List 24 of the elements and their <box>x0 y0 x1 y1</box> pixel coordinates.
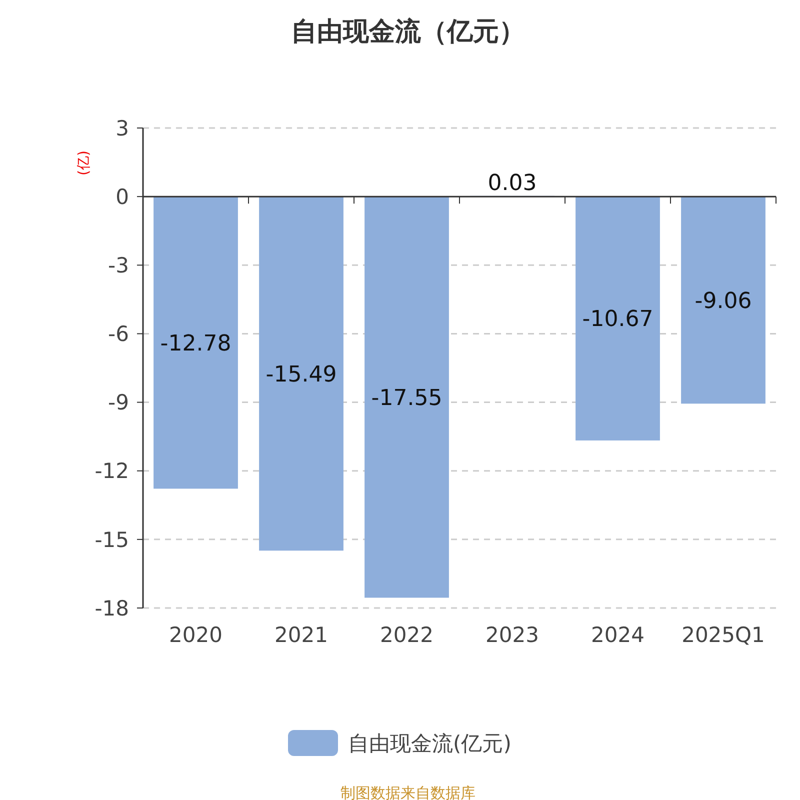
y-axis-title: (亿) <box>76 150 92 176</box>
y-tick-label: 0 <box>116 184 129 209</box>
y-tick-label: -9 <box>108 390 129 415</box>
y-tick-label: -15 <box>94 528 129 552</box>
x-tick-label: 2024 <box>591 623 644 647</box>
x-tick-label: 2020 <box>169 623 222 647</box>
y-tick-label: 3 <box>116 116 129 140</box>
x-tick-label: 2023 <box>486 623 539 647</box>
data-label: -12.78 <box>160 331 232 356</box>
data-label: -9.06 <box>694 288 752 314</box>
text: 制图数据来自数据库 <box>340 784 476 800</box>
chart-title: 自由现金流（亿元） <box>291 17 525 47</box>
y-tick-label: -6 <box>108 322 129 346</box>
x-tick-label: 2022 <box>380 623 434 647</box>
data-label: -17.55 <box>371 386 442 411</box>
x-tick-label: 2025Q1 <box>682 623 765 647</box>
data-label: -10.67 <box>582 307 654 332</box>
data-label: 0.03 <box>488 170 537 196</box>
legend-label: 自由现金流(亿元) <box>348 731 512 756</box>
data-label: -15.49 <box>266 362 337 388</box>
x-tick-label: 2021 <box>274 623 328 647</box>
y-tick-label: -12 <box>94 459 129 484</box>
y-tick-label: -3 <box>108 253 129 278</box>
y-tick-label: -18 <box>94 596 129 620</box>
